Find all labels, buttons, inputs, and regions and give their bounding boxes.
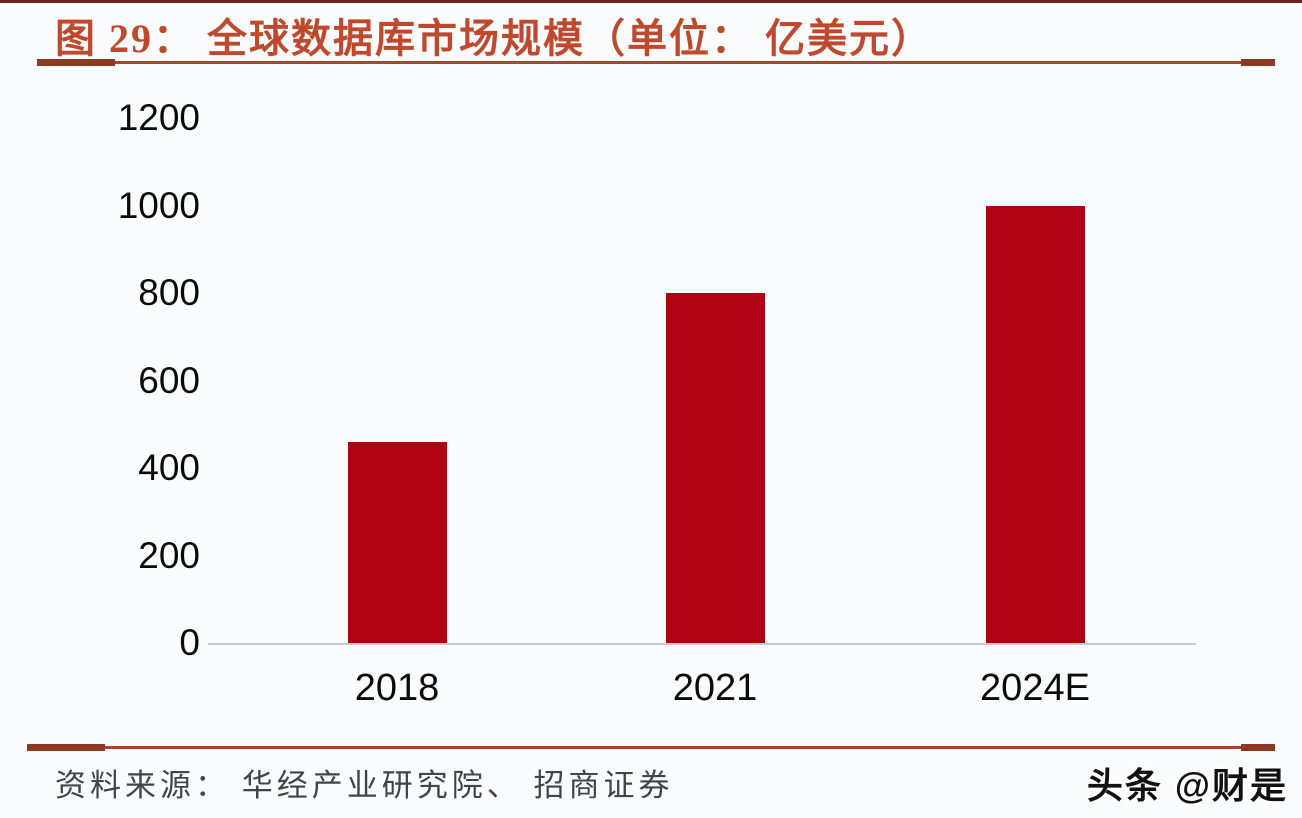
source-text: 资料来源： 华经产业研究院、 招商证券 (55, 768, 674, 803)
figure-title: 图 29： 全球数据库市场规模（单位： 亿美元） (55, 16, 933, 61)
footer-separator-line (27, 744, 1275, 751)
underline-left-cap (37, 59, 115, 66)
y-tick-label: 600 (138, 359, 200, 401)
y-tick-label: 400 (138, 447, 200, 488)
toutiao-watermark: 头条 @财是 (1086, 765, 1288, 806)
x-tick-label: 2018 (354, 667, 440, 709)
bar-2021 (665, 293, 765, 643)
separator-right-cap (1241, 744, 1275, 751)
bar-2018 (347, 441, 447, 643)
underline-right-cap (1241, 59, 1275, 66)
x-axis-line (208, 643, 1196, 645)
bar-chart: 0 200 400 600 800 1000 1200 2018 2021 2024E (117, 97, 1196, 709)
y-tick-label: 1000 (117, 184, 200, 226)
y-tick-label: 200 (138, 534, 200, 576)
y-tick-label: 800 (138, 272, 200, 313)
title-underline (37, 59, 1275, 66)
bar-2024E (985, 205, 1085, 643)
y-tick-label: 0 (179, 622, 200, 663)
top-border-line (0, 0, 1302, 3)
x-tick-label: 2021 (672, 667, 758, 709)
x-tick-label: 2024E (980, 667, 1090, 709)
y-tick-label: 1200 (117, 97, 200, 138)
separator-left-cap (27, 744, 105, 751)
